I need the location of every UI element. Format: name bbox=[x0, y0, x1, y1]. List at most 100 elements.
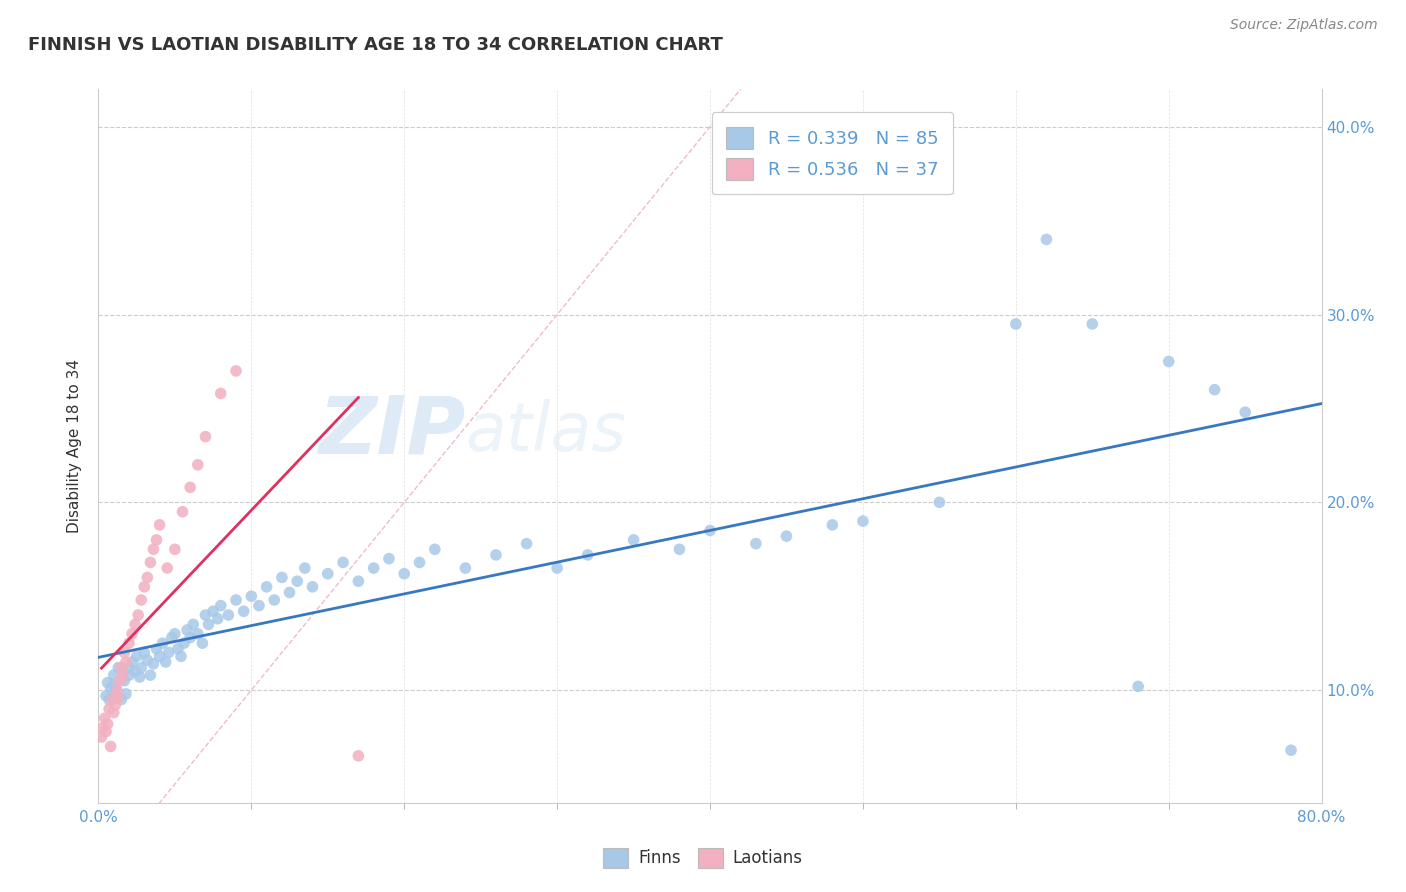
Point bbox=[181, 617, 204, 632]
Point bbox=[347, 748, 370, 763]
Point bbox=[134, 646, 156, 660]
Point bbox=[187, 458, 209, 472]
Text: atlas: atlas bbox=[465, 399, 627, 465]
Point bbox=[107, 660, 129, 674]
Point bbox=[209, 386, 232, 401]
Point bbox=[112, 646, 135, 660]
Point bbox=[112, 673, 135, 688]
Point bbox=[263, 593, 285, 607]
Point bbox=[103, 687, 125, 701]
Point bbox=[139, 668, 162, 682]
Point bbox=[98, 702, 121, 716]
Point bbox=[118, 636, 141, 650]
Point bbox=[152, 636, 174, 650]
Point bbox=[232, 604, 254, 618]
Point bbox=[821, 517, 844, 532]
Point bbox=[187, 627, 209, 641]
Point bbox=[852, 514, 875, 528]
Point bbox=[115, 655, 138, 669]
Point bbox=[90, 730, 112, 744]
Point bbox=[576, 548, 599, 562]
Point bbox=[103, 668, 125, 682]
Point bbox=[145, 641, 167, 656]
Point bbox=[121, 627, 143, 641]
Point bbox=[101, 692, 124, 706]
Point bbox=[176, 623, 198, 637]
Point bbox=[285, 574, 308, 589]
Point bbox=[928, 495, 950, 509]
Point bbox=[623, 533, 645, 547]
Point bbox=[179, 480, 201, 494]
Point bbox=[149, 649, 172, 664]
Point bbox=[194, 607, 217, 622]
Point bbox=[225, 593, 247, 607]
Point bbox=[699, 524, 721, 538]
Point bbox=[516, 536, 538, 550]
Point bbox=[105, 683, 128, 698]
Point bbox=[111, 665, 134, 679]
Point bbox=[485, 548, 508, 562]
Point bbox=[1279, 743, 1302, 757]
Point bbox=[1204, 383, 1226, 397]
Point bbox=[194, 429, 217, 443]
Point bbox=[93, 711, 115, 725]
Point bbox=[347, 574, 370, 589]
Point bbox=[173, 636, 195, 650]
Legend: Finns, Laotians: Finns, Laotians bbox=[596, 841, 810, 875]
Point bbox=[149, 517, 172, 532]
Point bbox=[170, 649, 193, 664]
Point bbox=[423, 542, 446, 557]
Point bbox=[167, 641, 190, 656]
Point bbox=[668, 542, 690, 557]
Point bbox=[392, 566, 416, 581]
Point bbox=[1157, 354, 1180, 368]
Point bbox=[240, 589, 263, 603]
Legend: R = 0.339   N = 85, R = 0.536   N = 37: R = 0.339 N = 85, R = 0.536 N = 37 bbox=[711, 112, 953, 194]
Point bbox=[197, 617, 219, 632]
Point bbox=[103, 706, 125, 720]
Point bbox=[1128, 679, 1150, 693]
Point bbox=[129, 593, 152, 607]
Point bbox=[217, 607, 239, 622]
Point bbox=[124, 617, 146, 632]
Point bbox=[100, 681, 122, 696]
Text: Source: ZipAtlas.com: Source: ZipAtlas.com bbox=[1230, 18, 1378, 32]
Point bbox=[121, 655, 143, 669]
Point bbox=[316, 566, 339, 581]
Point bbox=[179, 631, 201, 645]
Point bbox=[94, 724, 117, 739]
Point bbox=[94, 689, 117, 703]
Point bbox=[546, 561, 568, 575]
Point bbox=[363, 561, 385, 575]
Point bbox=[207, 612, 229, 626]
Point bbox=[110, 692, 132, 706]
Point bbox=[91, 721, 114, 735]
Text: ZIP: ZIP bbox=[318, 392, 465, 471]
Point bbox=[104, 698, 127, 713]
Point bbox=[136, 570, 159, 584]
Point bbox=[332, 556, 354, 570]
Point bbox=[191, 636, 214, 650]
Point bbox=[118, 660, 141, 674]
Point bbox=[142, 542, 165, 557]
Point bbox=[142, 657, 165, 671]
Point bbox=[107, 690, 129, 705]
Point bbox=[97, 717, 120, 731]
Point bbox=[139, 556, 162, 570]
Point bbox=[125, 649, 148, 664]
Point bbox=[98, 692, 121, 706]
Point bbox=[124, 665, 146, 679]
Point bbox=[163, 542, 186, 557]
Point bbox=[775, 529, 797, 543]
Point bbox=[225, 364, 247, 378]
Point bbox=[301, 580, 323, 594]
Point bbox=[294, 561, 316, 575]
Point bbox=[378, 551, 401, 566]
Point bbox=[127, 607, 149, 622]
Point bbox=[134, 580, 156, 594]
Point bbox=[160, 631, 183, 645]
Point bbox=[108, 673, 131, 688]
Point bbox=[136, 653, 159, 667]
Point bbox=[155, 655, 177, 669]
Point bbox=[408, 556, 430, 570]
